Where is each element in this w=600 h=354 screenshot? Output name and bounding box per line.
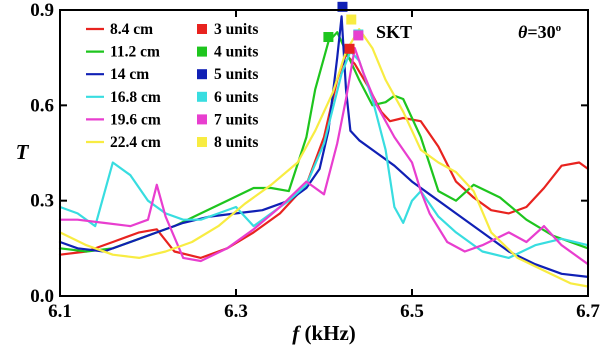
theta-value: =30 xyxy=(527,22,555,42)
legend-line-label-2: 11.2 cm xyxy=(110,44,160,61)
peak-marker-6 xyxy=(346,14,357,25)
x-axis-label-unit: (kHz) xyxy=(299,321,356,345)
theta-symbol: θ xyxy=(518,22,528,42)
y-tick-label-2: 0.3 xyxy=(30,191,54,212)
theta-degree: o xyxy=(556,22,562,34)
plot-frame xyxy=(59,9,589,297)
legend-marker-swatch-4 xyxy=(197,91,207,102)
series-line-5 xyxy=(58,46,590,266)
series-layer xyxy=(58,15,590,288)
legend-marker-label-4: 6 units xyxy=(214,89,258,106)
peak-marker-3 xyxy=(337,1,348,12)
legend-line-label-4: 16.8 cm xyxy=(110,89,161,106)
y-tick-label-1: 0.0 xyxy=(30,286,54,307)
legend-marker-label-3: 5 units xyxy=(214,66,258,83)
skt-annotation: SKT xyxy=(376,22,412,42)
legend-line-label-6: 22.4 cm xyxy=(110,134,161,151)
legend-line-label-3: 14 cm xyxy=(110,66,149,83)
peak-marker-2 xyxy=(323,32,334,43)
x-axis-label: f (kHz) xyxy=(292,321,356,345)
series-line-6 xyxy=(58,28,590,288)
series-line-4 xyxy=(58,50,590,259)
tick-layer: 6.1 6.3 6.5 6.7 0.0 0.3 0.6 0.9 xyxy=(30,0,600,322)
y-tick-label-4: 0.9 xyxy=(30,0,54,21)
x-tick-label-2: 6.3 xyxy=(224,301,248,322)
legend-marker-swatch-5 xyxy=(197,114,207,125)
marker-layer xyxy=(323,1,364,54)
legend-marker-swatch-3 xyxy=(197,69,207,80)
peak-marker-1 xyxy=(344,43,355,54)
y-axis-label: T xyxy=(16,140,30,164)
legend-marker-label-5: 7 units xyxy=(214,111,258,128)
x-axis-label-symbol: f xyxy=(292,321,301,345)
x-tick-label-3: 6.5 xyxy=(400,301,424,322)
x-tick-label-1: 6.1 xyxy=(48,301,72,322)
peak-marker-5 xyxy=(353,30,364,41)
legend-marker-label-2: 4 units xyxy=(214,44,258,61)
legend-line-label-5: 19.6 cm xyxy=(110,111,161,128)
legend-marker-swatch-6 xyxy=(197,137,207,147)
series-line-1 xyxy=(58,53,590,259)
theta-annotation: θ=30o xyxy=(518,22,562,42)
legend-marker-label-1: 3 units xyxy=(214,21,258,38)
legend-line-label-1: 8.4 cm xyxy=(110,21,153,38)
x-tick-label-4: 6.7 xyxy=(576,301,600,322)
legend-marker-swatch-1 xyxy=(197,24,207,34)
legend-marker-swatch-2 xyxy=(197,46,207,57)
y-tick-label-3: 0.6 xyxy=(30,95,54,116)
legend-marker-label-6: 8 units xyxy=(214,134,258,151)
legend: 8.4 cm 11.2 cm 14 cm 16.8 cm 19.6 cm 22.4 cm 3… xyxy=(86,21,258,151)
